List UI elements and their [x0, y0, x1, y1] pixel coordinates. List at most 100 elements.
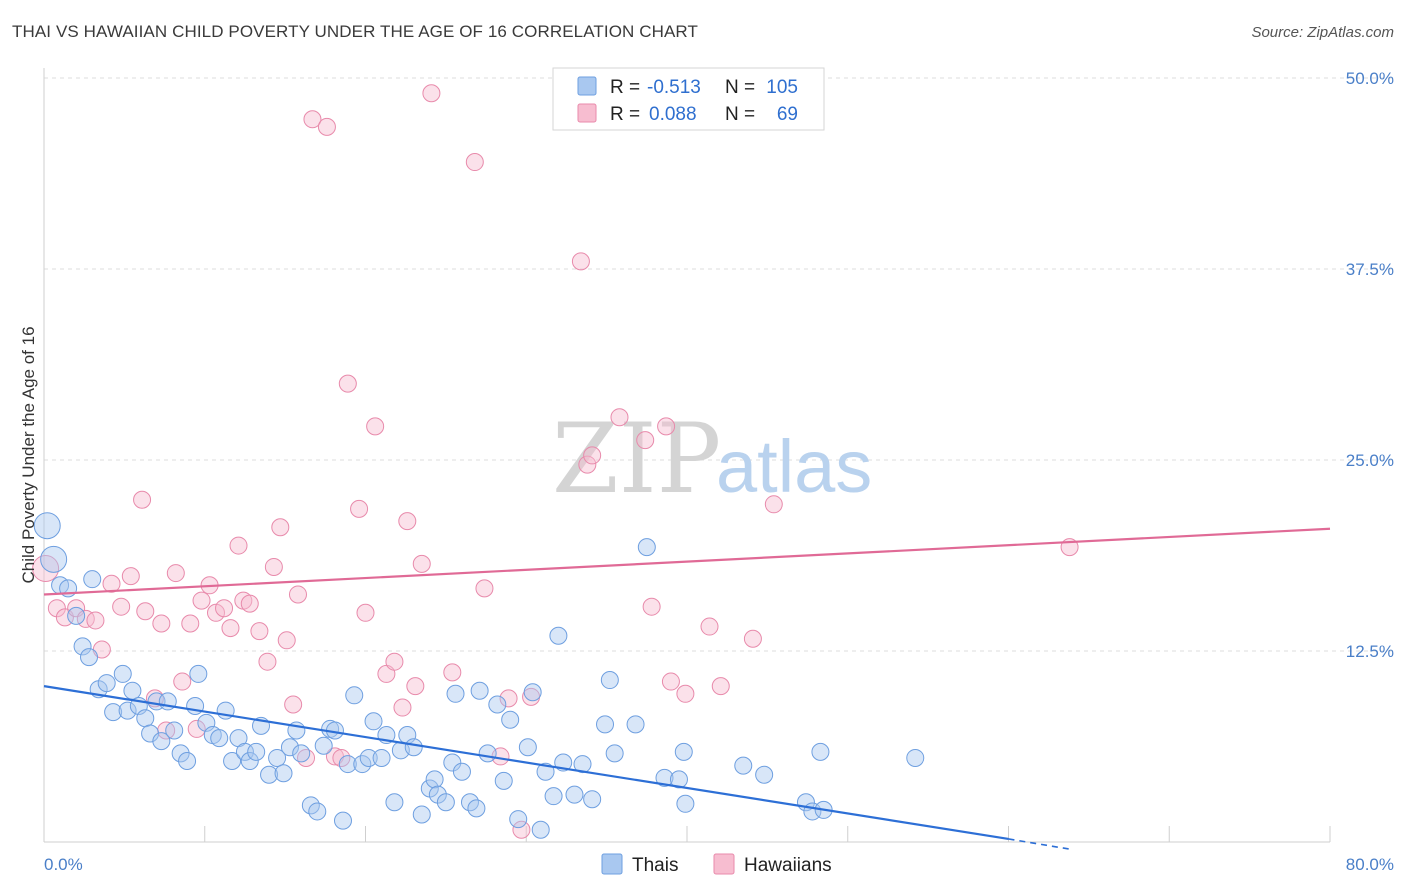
point-thais — [669, 770, 688, 789]
point-thais — [674, 742, 693, 761]
point-hawaiians — [422, 84, 441, 103]
point-thais — [333, 811, 352, 830]
point-thais — [509, 810, 528, 829]
y-tick-labels: 12.5% 25.0% 37.5% 50.0% — [1346, 69, 1394, 661]
trend-line-hawaiians — [43, 527, 1331, 596]
point-hawaiians — [76, 609, 95, 628]
bottom-legend-label-hawaiians: Hawaiians — [744, 855, 832, 876]
point-thais — [470, 681, 489, 700]
legend-hawaiians-r-label: R = — [610, 104, 640, 125]
y-tick-label: 25.0% — [1346, 451, 1394, 470]
series-hawaiians-points — [32, 84, 1079, 839]
point-thais — [600, 671, 619, 690]
watermark: ZIP atlas — [552, 403, 872, 515]
watermark-zip: ZIP — [552, 403, 721, 515]
point-hawaiians — [187, 719, 206, 738]
point-thais — [605, 744, 624, 763]
point-thais — [189, 664, 208, 683]
bottom-legend: Thais Hawaiians — [601, 853, 832, 876]
y-tick-label: 12.5% — [1346, 642, 1394, 661]
point-hawaiians — [743, 629, 762, 648]
point-thais — [364, 712, 383, 731]
point-thais — [123, 681, 142, 700]
point-thais — [274, 764, 293, 783]
point-hawaiians — [661, 672, 680, 691]
point-hawaiians — [406, 677, 425, 696]
point-thais — [488, 695, 507, 714]
point-thais — [412, 805, 431, 824]
point-hawaiians — [250, 622, 269, 641]
point-thais — [73, 637, 92, 656]
legend-box-frame — [552, 67, 825, 131]
point-hawaiians — [465, 153, 484, 172]
point-hawaiians — [221, 619, 240, 638]
bottom-legend-swatch-hawaiians — [713, 853, 735, 875]
legend-hawaiians-n-label: N = — [725, 104, 755, 125]
point-hawaiians — [229, 536, 248, 555]
point-hawaiians — [578, 455, 597, 474]
point-hawaiians — [303, 110, 322, 129]
legend-thais-r-value: -0.513 — [647, 77, 701, 98]
point-thais — [583, 790, 602, 809]
point-thais — [536, 762, 555, 781]
point-hawaiians — [443, 663, 462, 682]
point-hawaiians — [152, 614, 171, 633]
point-thais — [523, 683, 542, 702]
point-hawaiians — [636, 431, 655, 450]
point-hawaiians — [412, 554, 431, 573]
point-hawaiians — [676, 684, 695, 703]
point-thais — [518, 738, 537, 757]
bottom-legend-label-thais: Thais — [632, 855, 678, 876]
point-thais — [655, 768, 674, 787]
point-thais — [240, 752, 259, 771]
point-thais — [67, 606, 86, 625]
point-thais — [734, 756, 753, 775]
point-thais — [494, 771, 513, 790]
y-axis-title: Child Poverty Under the Age of 16 — [19, 326, 38, 583]
point-thais — [210, 729, 229, 748]
point-hawaiians — [288, 585, 307, 604]
point-thais — [113, 664, 132, 683]
point-thais — [165, 721, 184, 740]
point-hawaiians — [350, 499, 369, 518]
point-thais — [452, 762, 471, 781]
point-thais — [626, 715, 645, 734]
point-thais — [268, 748, 287, 767]
legend-swatch-thais — [577, 76, 597, 96]
legend-box: R = -0.513 N = 105 R = 0.088 N = 69 — [552, 67, 825, 131]
point-hawaiians — [166, 564, 185, 583]
point-thais — [40, 545, 68, 573]
point-thais — [33, 512, 61, 540]
point-thais — [247, 742, 266, 761]
point-hawaiians — [121, 567, 140, 586]
legend-swatch-hawaiians — [577, 103, 597, 123]
series-thais-points — [33, 512, 925, 839]
x-tick-label-min: 0.0% — [44, 855, 83, 874]
point-thais — [280, 738, 299, 757]
point-thais — [404, 738, 423, 757]
legend-thais-n-value: 105 — [766, 77, 798, 98]
point-thais — [97, 674, 116, 693]
point-hawaiians — [398, 512, 417, 531]
point-thais — [811, 742, 830, 761]
point-thais — [308, 802, 327, 821]
trend-line-extension-thais — [1008, 838, 1073, 851]
point-hawaiians — [86, 611, 105, 630]
point-thais — [549, 626, 568, 645]
point-hawaiians — [277, 631, 296, 650]
x-ticks — [204, 826, 1331, 842]
point-hawaiians — [393, 698, 412, 717]
point-thais — [478, 744, 497, 763]
point-hawaiians — [356, 603, 375, 622]
legend-hawaiians-r-value: 0.088 — [649, 104, 697, 125]
point-hawaiians — [512, 820, 531, 839]
point-thais — [565, 785, 584, 804]
point-hawaiians — [583, 446, 602, 465]
point-thais — [755, 765, 774, 784]
point-hawaiians — [258, 652, 277, 671]
point-hawaiians — [181, 614, 200, 633]
source-credit: Source: ZipAtlas.com — [1251, 24, 1394, 41]
point-thais — [372, 748, 391, 767]
point-hawaiians — [366, 417, 385, 436]
point-thais — [676, 794, 695, 813]
